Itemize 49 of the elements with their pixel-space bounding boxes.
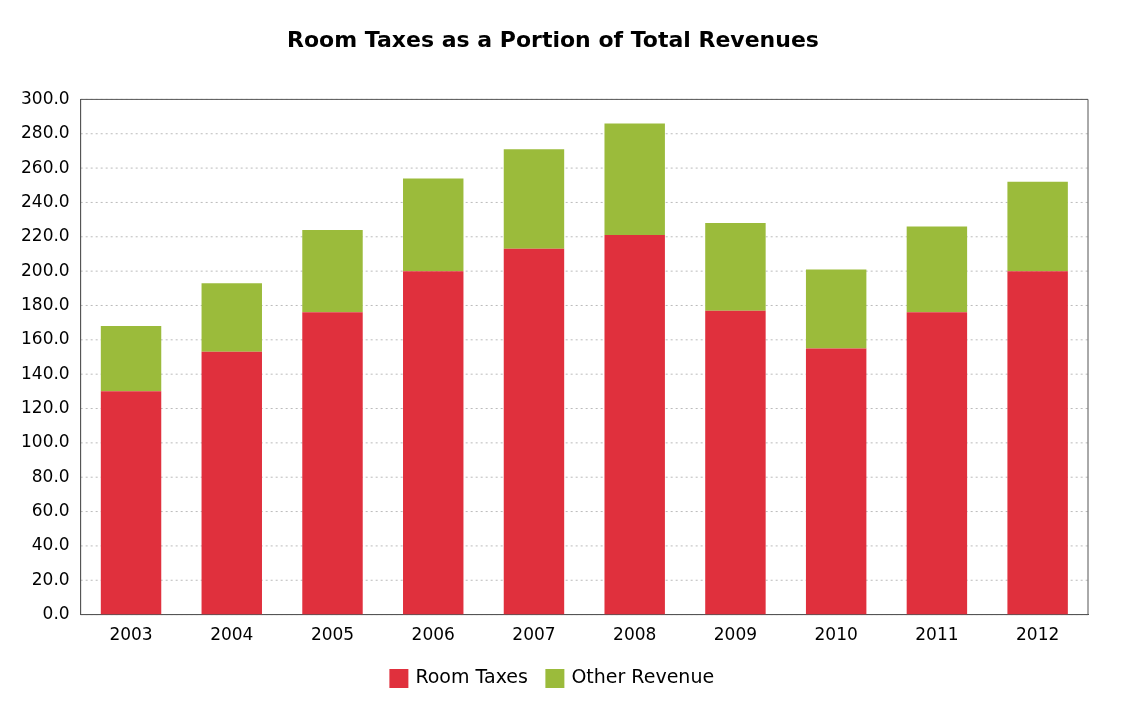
x-tick-label: 2007 (512, 624, 556, 645)
y-tick-label: 140.0 (21, 362, 70, 383)
y-tick-label: 120.0 (21, 396, 70, 417)
bar (403, 271, 464, 615)
legend-label: Room Taxes (415, 665, 528, 688)
y-tick-label: 0.0 (42, 603, 70, 624)
y-tick-label: 100.0 (21, 431, 70, 452)
x-tick-label: 2012 (1016, 624, 1060, 645)
bar (403, 178, 464, 272)
x-tick-label: 2010 (814, 624, 858, 645)
bar (302, 229, 363, 313)
legend-label: Other Revenue (571, 665, 715, 688)
bar (604, 235, 665, 615)
y-tick-label: 300.0 (21, 87, 70, 108)
y-tick-label: 280.0 (21, 122, 70, 143)
y-tick-label: 240.0 (21, 190, 70, 211)
chart-title: Room Taxes as a Portion of Total Revenues (287, 26, 819, 52)
x-tick-label: 2004 (210, 624, 254, 645)
bar (503, 149, 565, 249)
bar (705, 310, 766, 615)
bar (805, 348, 867, 615)
bar (1007, 271, 1068, 615)
bar (1007, 181, 1068, 272)
bar (201, 351, 262, 615)
bar (201, 283, 262, 352)
bar (705, 223, 766, 311)
x-tick-label: 2003 (109, 624, 153, 645)
y-tick-label: 200.0 (21, 259, 70, 280)
bar (906, 226, 968, 313)
y-tick-label: 40.0 (31, 534, 70, 555)
bar (302, 312, 363, 615)
bar (100, 326, 162, 392)
x-tick-label: 2011 (915, 624, 959, 645)
x-tick-label: 2005 (310, 624, 355, 645)
bar (100, 391, 162, 615)
y-tick-label: 80.0 (31, 465, 70, 486)
y-tick-label: 180.0 (21, 293, 70, 314)
bar (805, 269, 867, 349)
y-tick-label: 260.0 (21, 156, 70, 177)
bar (503, 248, 565, 615)
y-tick-label: 20.0 (31, 568, 70, 589)
y-tick-label: 220.0 (21, 225, 70, 246)
bar (604, 123, 665, 236)
y-tick-label: 160.0 (21, 328, 70, 349)
x-tick-label: 2009 (713, 624, 758, 645)
y-tick-label: 60.0 (31, 499, 70, 520)
bar (906, 312, 968, 615)
x-tick-label: 2006 (411, 624, 455, 645)
x-tick-label: 2008 (613, 624, 657, 645)
